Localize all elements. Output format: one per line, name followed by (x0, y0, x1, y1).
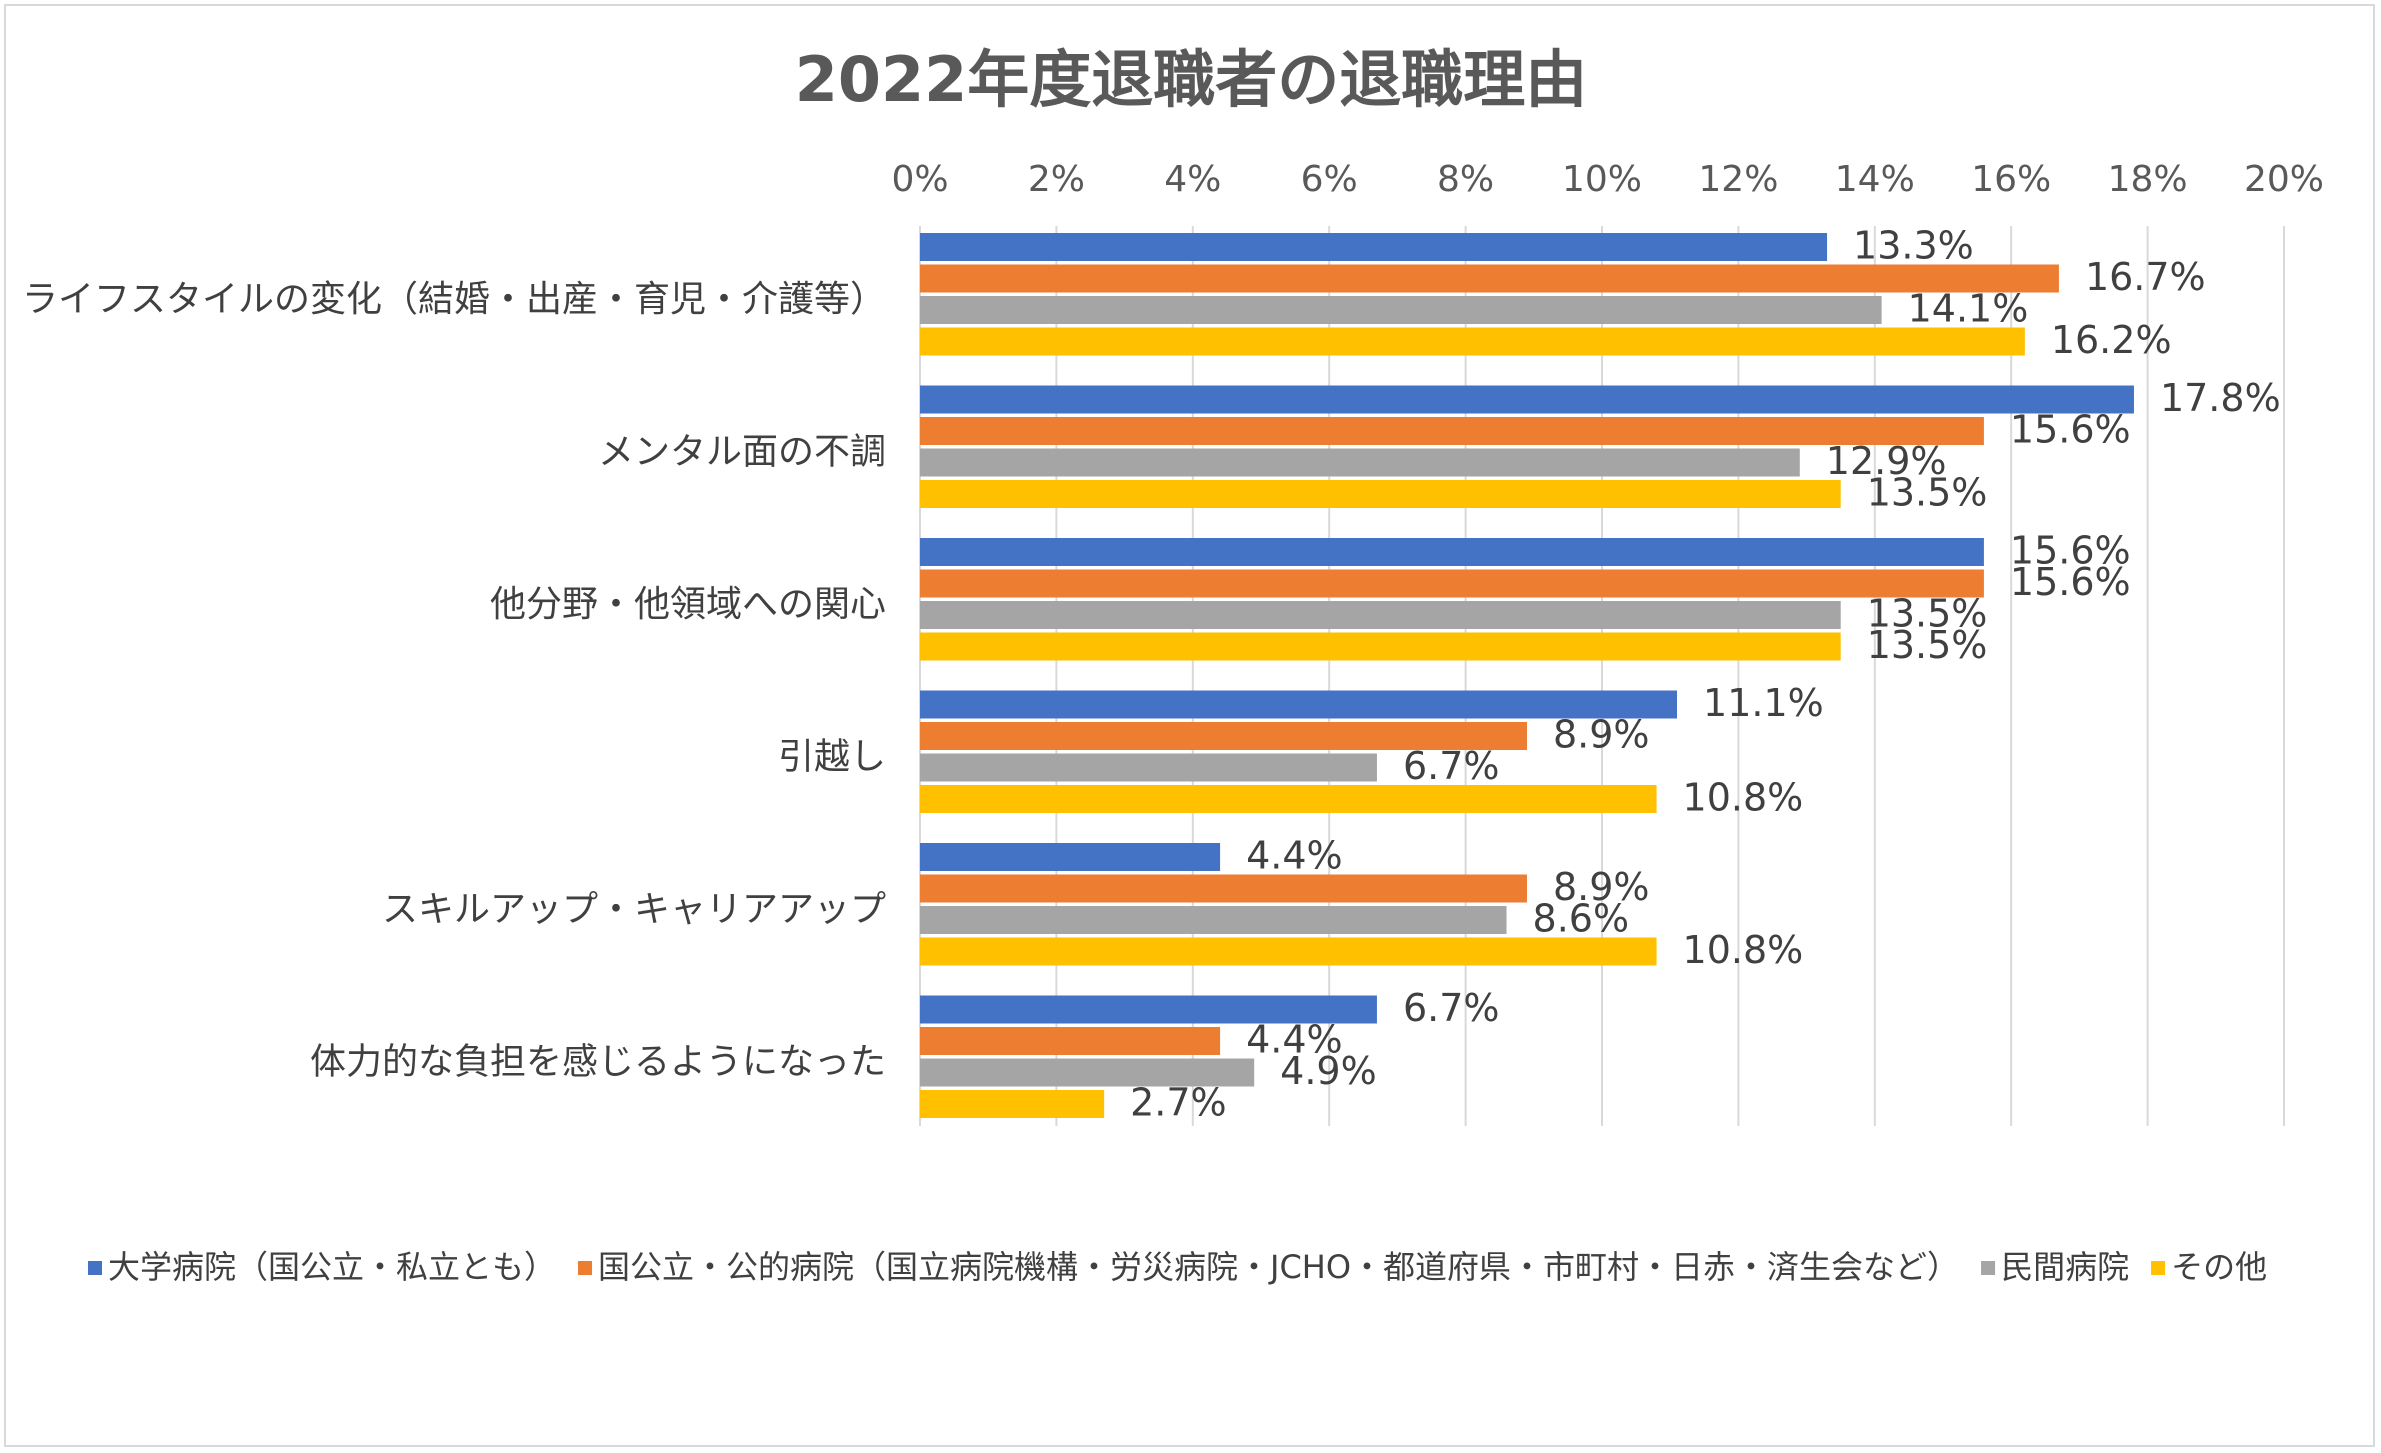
x-tick-label: 14% (1835, 159, 1915, 200)
bar-2-4 (920, 906, 1507, 934)
bar-1-5 (920, 1027, 1221, 1055)
data-label: 11.1% (1703, 681, 1824, 725)
legend-label: 国公立・公的病院（国立病院機構・労災病院・JCHO・都道府県・市町村・日赤・済生… (598, 1248, 1959, 1286)
bar-0-1 (920, 385, 2134, 414)
data-label: 17.8% (2160, 376, 2281, 420)
bar-2-5 (920, 1058, 1255, 1087)
bar-1-2 (920, 569, 1984, 598)
data-label: 15.6% (2010, 408, 2131, 452)
legend-swatch (578, 1261, 593, 1275)
x-tick-label: 8% (1437, 159, 1494, 200)
data-label: 16.7% (2085, 255, 2206, 299)
legend-swatch (2151, 1261, 2166, 1275)
x-tick-label: 20% (2244, 159, 2324, 200)
bar-3-5 (920, 1090, 1105, 1118)
bar-1-1 (920, 417, 1984, 445)
data-label: 4.9% (1280, 1049, 1377, 1093)
category-label: ライフスタイルの変化（結婚・出産・育児・介護等） (22, 279, 886, 320)
x-tick-label: 6% (1301, 159, 1358, 200)
category-label: 体力的な負担を感じるようになった (310, 1042, 886, 1083)
legend-label: 大学病院（国公立・私立とも） (108, 1248, 556, 1286)
bars (920, 233, 2134, 1118)
bar-2-2 (920, 601, 1841, 629)
bar-0-5 (920, 995, 1377, 1024)
data-label: 4.4% (1246, 1018, 1343, 1062)
bar-chart: 2022年度退職者の退職理由 0% 2% 4% 6% 8% 10% 12% 14% 16% 18%… (22, 43, 2324, 1286)
data-label: 2.7% (1130, 1081, 1227, 1125)
x-tick-label: 0% (891, 159, 948, 200)
x-tick-label: 18% (2108, 159, 2188, 200)
data-label: 8.9% (1553, 865, 1650, 909)
data-label: 14.1% (1908, 287, 2029, 331)
category-labels: ライフスタイルの変化（結婚・出産・育児・介護等） メンタル面の不調他分野・他領域へ… (22, 279, 886, 1083)
bar-2-0 (920, 296, 1882, 324)
legend-swatch (1981, 1261, 1996, 1275)
data-label: 13.5% (1867, 471, 1988, 515)
bar-3-0 (920, 327, 2025, 356)
legend-label: 民間病院 (2001, 1248, 2129, 1286)
x-tick-label: 12% (1698, 159, 1778, 200)
chart-title: 2022年度退職者の退職理由 (795, 43, 1588, 116)
bar-3-2 (920, 632, 1841, 661)
legend-swatch (88, 1261, 102, 1275)
category-label: 引越し (778, 737, 886, 778)
legend-label: その他 (2171, 1248, 2267, 1286)
data-label: 6.7% (1403, 986, 1500, 1030)
bar-1-0 (920, 264, 2059, 293)
bar-1-4 (920, 874, 1527, 903)
data-labels: 13.3%16.7%14.1%16.2%17.8%15.6%12.9%13.5%… (1130, 224, 2281, 1125)
data-label: 12.9% (1826, 439, 1947, 483)
data-label: 13.5% (1867, 623, 1988, 667)
data-label: 10.8% (1683, 928, 1804, 972)
data-label: 8.6% (1533, 897, 1630, 941)
bar-1-3 (920, 722, 1527, 750)
legend: 大学病院（国公立・私立とも） 国公立・公的病院（国立病院機構・労災病院・JCHO・… (88, 1248, 2267, 1286)
bar-3-1 (920, 480, 1841, 508)
data-label: 15.6% (2010, 529, 2131, 573)
x-tick-label: 10% (1562, 159, 1642, 200)
bar-0-2 (920, 538, 1984, 566)
bar-0-4 (920, 843, 1221, 871)
x-tick-label: 16% (1971, 159, 2051, 200)
x-tick-label: 4% (1164, 159, 1221, 200)
chart-area: 2022年度退職者の退職理由 0% 2% 4% 6% 8% 10% 12% 14% 16% 18%… (4, 4, 2375, 1447)
data-label: 13.3% (1853, 224, 1974, 268)
data-label: 4.4% (1246, 834, 1343, 878)
data-label: 15.6% (2010, 560, 2131, 604)
gridlines (919, 226, 2285, 1126)
data-label: 6.7% (1403, 744, 1500, 788)
x-axis-ticks: 0% 2% 4% 6% 8% 10% 12% 14% 16% 18% 20% (891, 159, 2324, 200)
category-label: スキルアップ・キャリアアップ (382, 889, 886, 930)
bar-2-1 (920, 448, 1800, 477)
bar-3-3 (920, 785, 1657, 813)
bar-3-4 (920, 937, 1657, 966)
data-label: 10.8% (1683, 776, 1804, 820)
category-label: メンタル面の不調 (598, 432, 886, 473)
bar-2-3 (920, 753, 1377, 782)
bar-0-3 (920, 690, 1678, 719)
data-label: 13.5% (1867, 592, 1988, 636)
bar-0-0 (920, 233, 1828, 261)
x-tick-label: 2% (1028, 159, 1085, 200)
data-label: 8.9% (1553, 713, 1650, 757)
category-label: 他分野・他領域への関心 (490, 584, 886, 625)
data-label: 16.2% (2051, 318, 2172, 362)
